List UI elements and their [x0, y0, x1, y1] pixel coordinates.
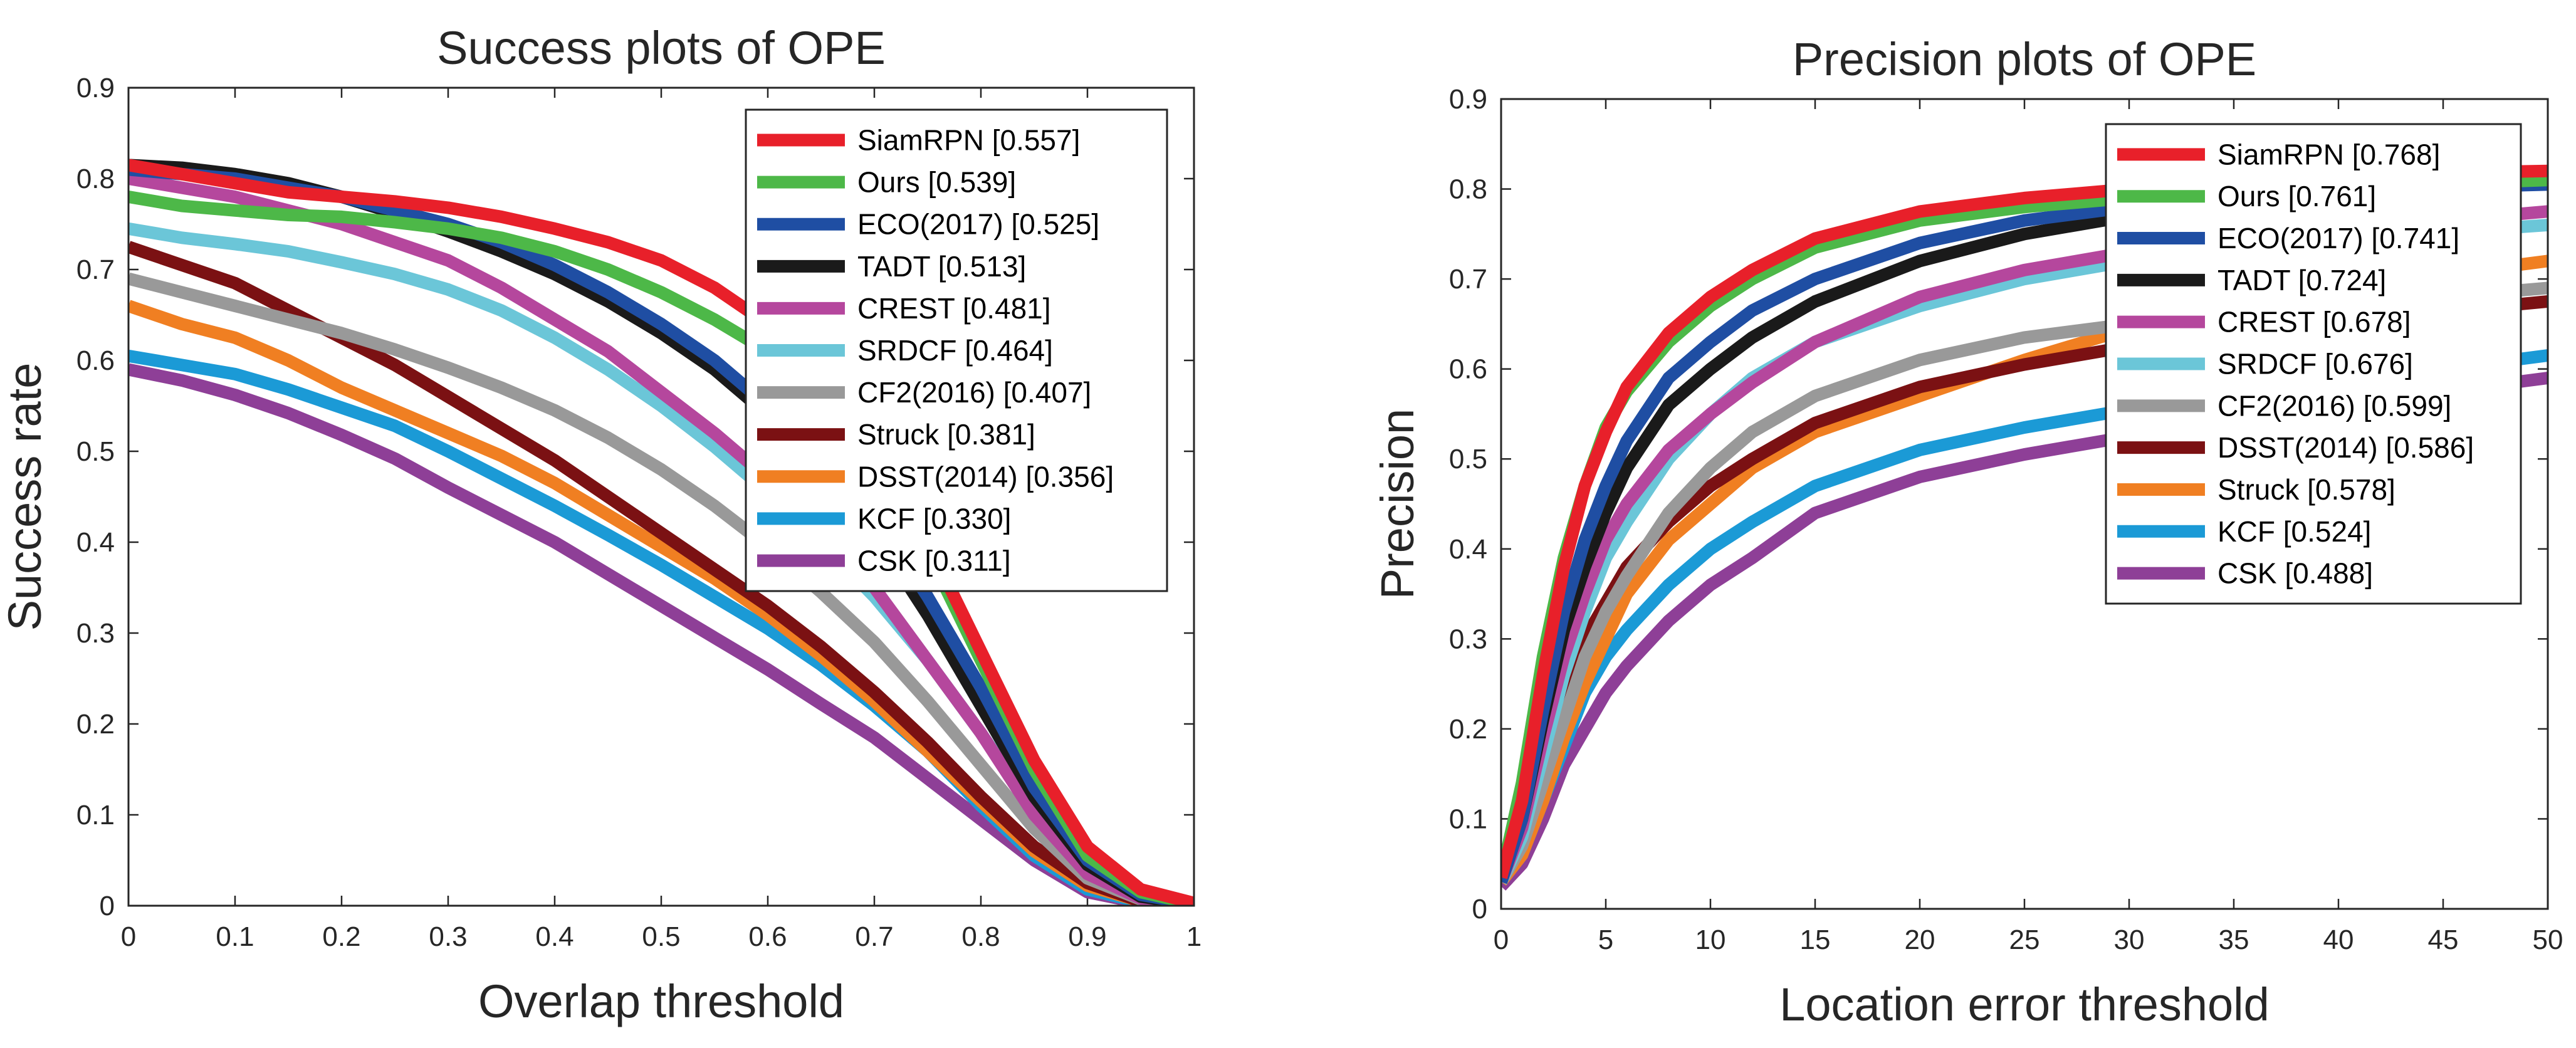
- precision-y-tick-label: 0.7: [1449, 264, 1487, 295]
- precision-x-tick-label: 10: [1695, 925, 1726, 955]
- precision-legend-label: KCF [0.524]: [2217, 515, 2371, 548]
- success-legend-label: Ours [0.539]: [857, 166, 1016, 199]
- success-series-group: [128, 159, 1194, 906]
- precision-y-tick-label: 0.6: [1449, 354, 1487, 385]
- precision-x-tick-label: 35: [2219, 925, 2249, 955]
- precision-legend-label: DSST(2014) [0.586]: [2217, 431, 2474, 464]
- precision-x-axis-label: Location error threshold: [1779, 978, 2270, 1030]
- precision-x-tick-label: 5: [1598, 925, 1613, 955]
- precision-x-tick-label: 40: [2323, 925, 2354, 955]
- success-y-axis-label: Success rate: [0, 363, 51, 631]
- success-legend-label: Struck [0.381]: [857, 418, 1035, 451]
- success-x-axis-label: Overlap threshold: [478, 975, 844, 1027]
- precision-x-tick-label: 50: [2533, 925, 2563, 955]
- success-x-tick-label: 0.8: [961, 921, 1000, 952]
- precision-x-tick-label: 25: [2009, 925, 2040, 955]
- precision-chart-title: Precision plots of OPE: [1793, 33, 2256, 85]
- precision-x-tick-label: 45: [2428, 925, 2459, 955]
- success-legend-label: ECO(2017) [0.525]: [857, 208, 1099, 241]
- success-plot: 0 0.1 0.2 0.3 0.4 0.5 0.6 0.7 0.8 0.9 1 0 0.1 0.2 0.3 0…: [0, 22, 1202, 1027]
- precision-legend-label: Struck [0.578]: [2217, 473, 2395, 506]
- precision-x-tick-label: 0: [1494, 925, 1509, 955]
- precision-x-tick-label: 20: [1905, 925, 1935, 955]
- success-chart-title: Success plots of OPE: [437, 22, 886, 74]
- success-y-tick-label: 0.1: [76, 800, 115, 831]
- success-axes-frame: [127, 86, 1195, 907]
- success-x-tick-label: 0.7: [855, 921, 893, 952]
- success-x-tick-label: 0.9: [1068, 921, 1106, 952]
- success-y-tick-label: 0.9: [76, 73, 115, 103]
- precision-y-tick-label: 0.4: [1449, 534, 1487, 565]
- success-x-tick-label: 0.1: [216, 921, 254, 952]
- success-legend-label: CSK [0.311]: [857, 544, 1011, 577]
- precision-axes-frame: [1500, 98, 2549, 910]
- success-x-tick-label: 0.4: [535, 921, 573, 952]
- success-y-tick-label: 0.4: [76, 527, 115, 558]
- precision-y-tick-label: 0.8: [1449, 174, 1487, 205]
- precision-legend-label: TADT [0.724]: [2217, 264, 2386, 296]
- success-x-tick-label: 1: [1186, 921, 1202, 952]
- success-legend-label: KCF [0.330]: [857, 502, 1011, 535]
- success-x-tick-label: 0.6: [748, 921, 787, 952]
- success-legend-label: TADT [0.513]: [857, 250, 1026, 283]
- success-y-tick-label: 0.8: [76, 164, 115, 194]
- success-y-tick-label: 0: [100, 891, 115, 921]
- success-x-tick-label: 0.3: [429, 921, 467, 952]
- precision-y-axis-label: Precision: [1371, 409, 1423, 599]
- precision-legend-label: SiamRPN [0.768]: [2217, 138, 2440, 170]
- success-series-line-cf2-2016-: [128, 272, 1194, 906]
- precision-legend-label: CREST [0.678]: [2217, 306, 2411, 338]
- precision-plot: 0 5 10 15 20 25 30 35 40 45 50 0 0.1 0.2 0.3 0.4 0.5 0.6 0…: [1371, 33, 2563, 1030]
- precision-y-tick-label: 0.9: [1449, 84, 1487, 115]
- success-legend-label: CF2(2016) [0.407]: [857, 376, 1091, 409]
- success-x-tick-label: 0.2: [322, 921, 360, 952]
- success-y-tick-label: 0.7: [76, 254, 115, 285]
- precision-x-tick-label: 15: [1800, 925, 1831, 955]
- precision-legend-label: CF2(2016) [0.599]: [2217, 389, 2451, 422]
- precision-legend-label: Ours [0.761]: [2217, 180, 2376, 212]
- success-y-tick-label: 0.2: [76, 709, 115, 740]
- success-legend-label: SRDCF [0.464]: [857, 334, 1053, 367]
- success-y-tick-label: 0.5: [76, 436, 115, 467]
- precision-y-tick-label: 0.2: [1449, 714, 1487, 745]
- success-y-tick-label: 0.6: [76, 345, 115, 376]
- precision-y-tick-label: 0: [1472, 894, 1487, 925]
- success-series-line-siamrpn: [128, 159, 1194, 906]
- success-x-tick-label: 0: [121, 921, 136, 952]
- success-legend-label: CREST [0.481]: [857, 292, 1051, 325]
- precision-legend-label: CSK [0.488]: [2217, 557, 2373, 590]
- precision-legend-label: SRDCF [0.676]: [2217, 348, 2413, 380]
- precision-legend-label: ECO(2017) [0.741]: [2217, 222, 2459, 254]
- success-x-tick-label: 0.5: [642, 921, 680, 952]
- precision-y-tick-label: 0.5: [1449, 444, 1487, 474]
- success-y-tick-label: 0.3: [76, 618, 115, 649]
- precision-y-tick-label: 0.3: [1449, 624, 1487, 654]
- success-legend-label: DSST(2014) [0.356]: [857, 460, 1114, 493]
- success-legend-label: SiamRPN [0.557]: [857, 124, 1080, 157]
- precision-y-tick-label: 0.1: [1449, 804, 1487, 834]
- precision-x-tick-label: 30: [2114, 925, 2145, 955]
